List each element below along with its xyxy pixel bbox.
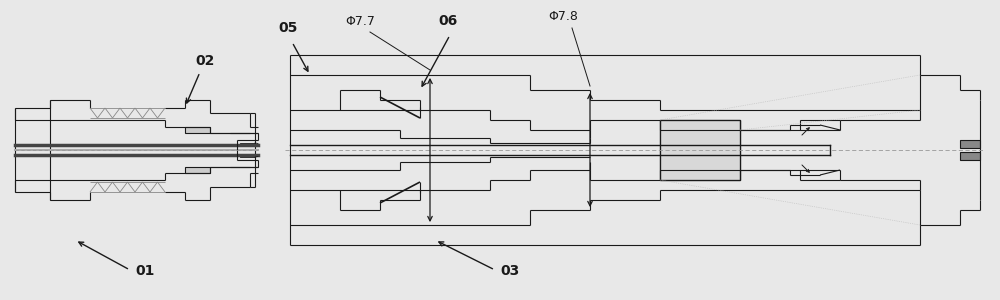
Text: 03: 03 xyxy=(500,264,519,278)
Text: 02: 02 xyxy=(195,54,214,68)
Text: 05: 05 xyxy=(278,21,297,35)
Text: Φ7.8: Φ7.8 xyxy=(548,10,578,23)
Bar xyxy=(660,120,740,180)
Text: 01: 01 xyxy=(135,264,154,278)
Bar xyxy=(960,152,980,160)
Bar xyxy=(185,127,210,133)
Bar xyxy=(185,167,210,173)
Text: 06: 06 xyxy=(438,14,457,28)
Bar xyxy=(660,120,740,180)
Text: Φ7.7: Φ7.7 xyxy=(345,15,375,28)
Bar xyxy=(960,140,980,148)
